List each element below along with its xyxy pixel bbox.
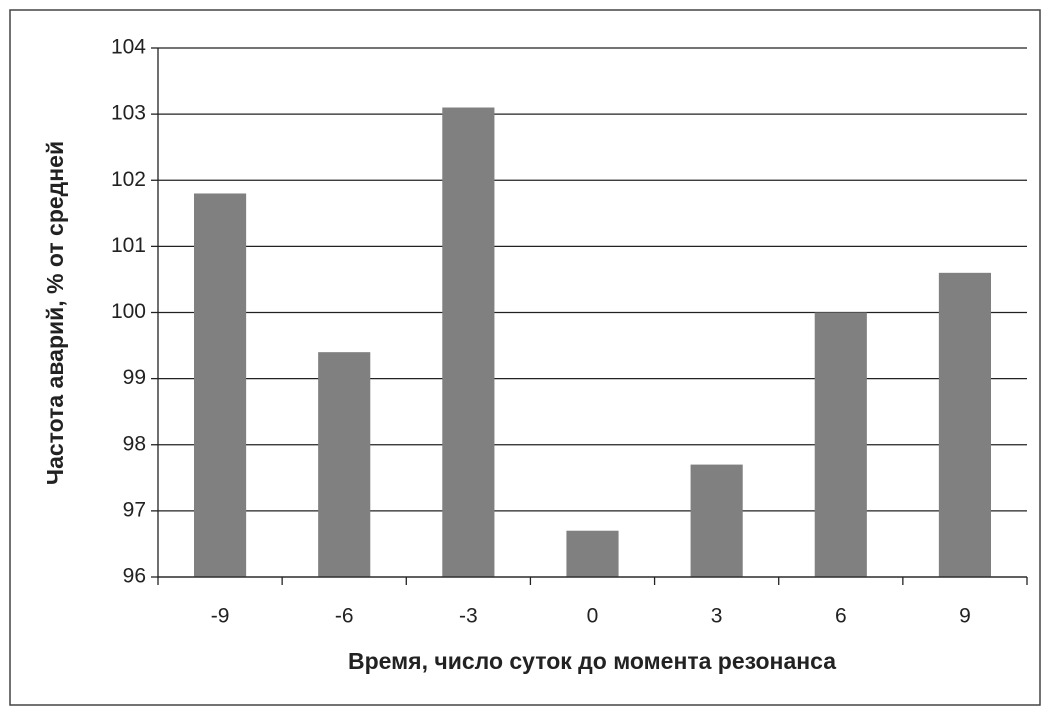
y-tick-label: 99 [123, 366, 146, 389]
x-tick-label: -9 [211, 605, 230, 628]
bar [938, 272, 991, 577]
x-tick-label: 9 [959, 605, 971, 628]
bar [566, 530, 619, 577]
x-tick-label: 3 [711, 605, 723, 628]
y-tick-label: 97 [123, 498, 146, 521]
bar [194, 193, 247, 577]
chart-frame [9, 9, 1041, 706]
y-axis-title: Частота аварий, % от средней [42, 141, 68, 485]
y-tick-label: 101 [111, 234, 146, 257]
bar [442, 107, 495, 577]
y-tick-label: 96 [123, 565, 146, 588]
bar [318, 352, 371, 577]
y-tick-label: 98 [123, 432, 146, 455]
x-axis-title: Время, число суток до момента резонанса [348, 648, 836, 674]
x-tick-label: 6 [835, 605, 847, 628]
bar [814, 312, 867, 577]
bar [690, 464, 743, 577]
y-tick-label: 100 [111, 300, 146, 323]
x-tick-label: -6 [335, 605, 354, 628]
y-tick-label: 103 [111, 102, 146, 125]
x-tick-label: 0 [587, 605, 599, 628]
y-tick-label: 102 [111, 168, 146, 191]
x-tick-label: -3 [459, 605, 478, 628]
y-tick-label: 104 [111, 36, 146, 59]
